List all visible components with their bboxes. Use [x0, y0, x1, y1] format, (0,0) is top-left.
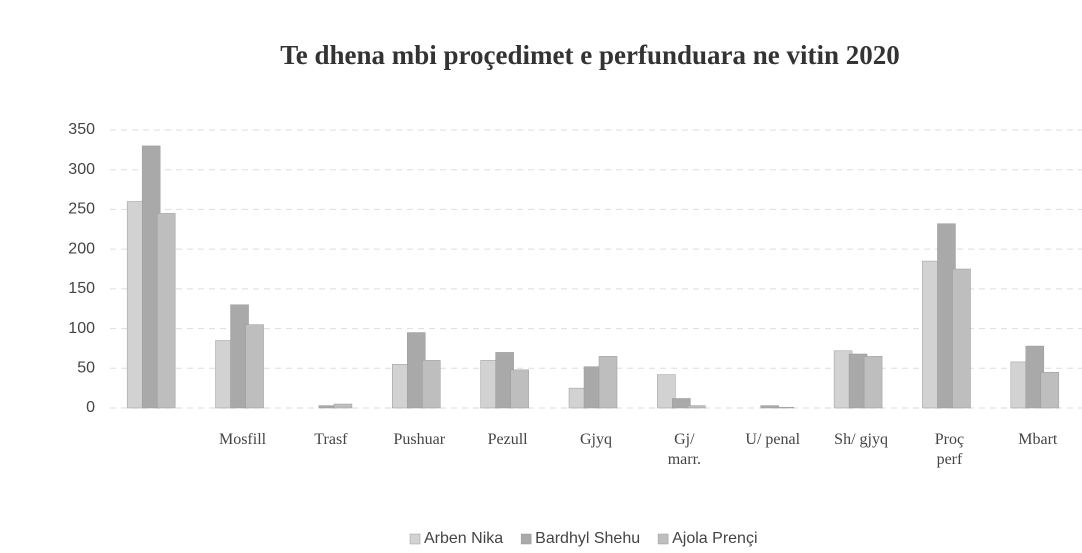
legend-swatch [520, 533, 532, 545]
legend-label: Bardhyl Shehu [535, 530, 640, 547]
y-tick-label: 150 [68, 280, 95, 297]
legend-label: Ajola Prençi [672, 530, 757, 547]
x-tick-label: Sh/ gjyq [834, 431, 888, 448]
chart-title: Te dhena mbi proçedimet e perfunduara ne… [280, 40, 900, 70]
y-tick-label: 0 [86, 399, 95, 416]
legend-label: Arben Nika [424, 530, 503, 547]
y-tick-label: 100 [68, 320, 95, 337]
bar [672, 398, 691, 409]
y-tick-label: 350 [68, 121, 95, 138]
bar [760, 405, 779, 409]
x-tick-label: Mosfill [218, 431, 267, 448]
legend-swatch [657, 533, 669, 545]
bar [657, 374, 676, 409]
bar [952, 268, 971, 409]
x-tick-label: Trasf [314, 431, 348, 448]
bar [156, 213, 176, 409]
y-tick-label: 250 [68, 201, 95, 218]
x-tick-label: Proç perf [934, 431, 965, 468]
x-tick-label: Gj/ marr. [667, 431, 702, 468]
bar [863, 356, 883, 409]
y-tick-label: 50 [77, 360, 95, 377]
y-tick-label: 300 [68, 161, 95, 178]
bar [245, 324, 264, 409]
bar [422, 360, 441, 409]
x-tick-label: U/ penal [745, 431, 801, 448]
bar [687, 405, 706, 409]
x-tick-label: Gjyq [580, 431, 612, 448]
bar [510, 369, 529, 409]
x-tick-label: Mbart [1018, 431, 1058, 448]
x-tick-label: Pushuar [393, 431, 446, 448]
bar [333, 403, 353, 409]
x-tick-label: Pezull [487, 431, 528, 448]
bar [598, 356, 618, 409]
y-tick-label: 200 [68, 240, 95, 257]
bar [1040, 372, 1060, 409]
legend-swatch [409, 533, 421, 545]
bar [775, 406, 794, 409]
